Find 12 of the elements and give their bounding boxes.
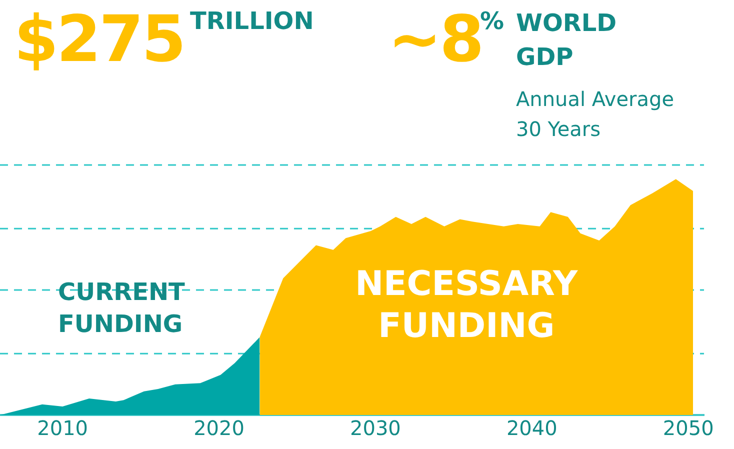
text: TRILLION [190, 6, 314, 36]
text: Annual Average 30 Years [516, 86, 676, 143]
series-label: CURRENT FUNDING [58, 278, 186, 338]
series-label: NECESSARY FUNDING [355, 264, 578, 346]
x-tick-label: 2010 [37, 416, 88, 440]
text: % [480, 6, 504, 35]
x-tick-label: 2020 [194, 416, 244, 440]
x-tick-label: 2040 [506, 416, 558, 440]
text: WORLD GDP [516, 8, 618, 73]
x-tick-label: 2050 [662, 416, 714, 440]
text: $275 [14, 2, 184, 79]
x-tick-label: 2030 [350, 416, 401, 440]
